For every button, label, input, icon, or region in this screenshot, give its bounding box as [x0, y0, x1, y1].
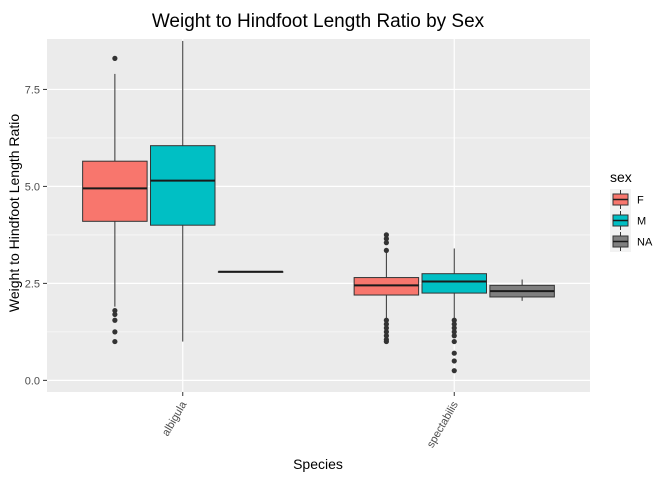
outlier-point — [383, 232, 389, 238]
legend-label: M — [637, 216, 646, 228]
box-body — [82, 160, 148, 222]
box-body — [421, 273, 487, 294]
outlier-point — [451, 321, 457, 327]
box-na-spectabilis — [489, 279, 555, 301]
outlier-point — [451, 333, 457, 339]
y-tick-label: 2.5 — [25, 278, 40, 290]
legend-label: NA — [637, 237, 653, 249]
y-axis-title: Weight to Hindfoot Length Ratio — [6, 114, 22, 312]
x-axis-title: Species — [293, 456, 343, 472]
y-tick-label: 0.0 — [25, 375, 40, 387]
series-na — [217, 270, 555, 301]
outlier-point — [112, 307, 118, 314]
outlier-point — [451, 368, 457, 374]
box-f-albigula — [82, 55, 148, 345]
outlier-point — [383, 338, 389, 345]
box-plot-series — [82, 40, 555, 374]
outlier-point — [451, 317, 457, 323]
outlier-point — [112, 317, 118, 323]
box-f-spectabilis — [353, 232, 420, 345]
box-m-spectabilis — [421, 248, 487, 374]
outlier-point — [112, 311, 118, 318]
chart-title: Weight to Hindfoot Length Ratio by Sex — [152, 11, 485, 32]
series-f — [82, 55, 420, 345]
outlier-point — [383, 247, 389, 254]
outlier-point — [451, 325, 457, 331]
outlier-point — [383, 333, 389, 339]
outlier-point — [383, 317, 389, 323]
legend-item-na: NA — [610, 231, 653, 252]
series-m — [150, 40, 487, 374]
legend-item-f: F — [610, 189, 644, 210]
outlier-point — [451, 338, 457, 345]
box-m-albigula — [150, 40, 216, 342]
box-body — [150, 145, 216, 226]
legend: sex FM NA — [610, 169, 653, 252]
outlier-point — [383, 325, 389, 331]
outlier-point — [383, 236, 389, 242]
outlier-point — [112, 329, 118, 335]
outlier-point — [451, 358, 457, 364]
outlier-point — [383, 240, 389, 246]
outlier-point — [451, 350, 457, 356]
outlier-point — [383, 321, 389, 327]
legend-item-m: M — [610, 210, 646, 231]
y-tick-label: 5.0 — [25, 181, 40, 193]
y-tick-label: 7.5 — [25, 84, 40, 96]
box-na-albigula — [217, 270, 284, 273]
outlier-point — [451, 329, 457, 335]
legend-title: sex — [610, 169, 632, 185]
outlier-point — [112, 338, 118, 345]
legend-label: F — [637, 195, 644, 207]
outlier-point — [383, 329, 389, 335]
y-axis: 0.0 2.5 5.0 7.5 — [25, 84, 47, 387]
minor-gridlines — [47, 137, 590, 333]
outlier-point — [112, 55, 118, 61]
